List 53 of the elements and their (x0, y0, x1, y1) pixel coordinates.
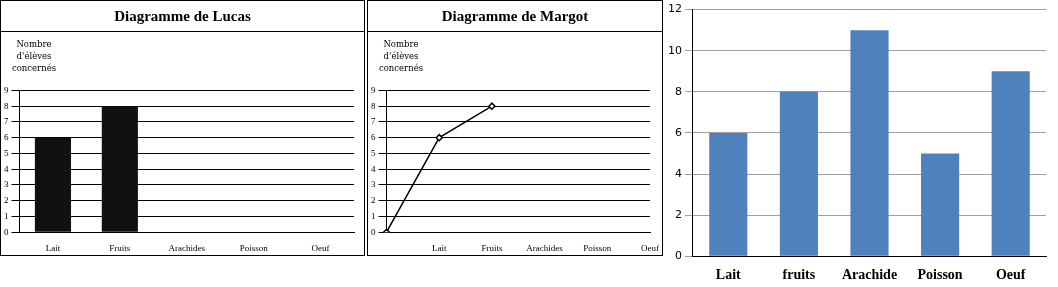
y-tick-label: 4 (675, 166, 682, 180)
y-axis-title: Nombre d'élèves concernés (377, 38, 425, 75)
x-tick-label: Lait (715, 267, 742, 283)
y-tick-label: 9 (4, 84, 9, 95)
y-tick-label: 0 (371, 226, 376, 237)
y-tick-label: 10 (668, 43, 682, 57)
y-tick-label: 3 (371, 179, 376, 190)
y-tick-label: 4 (371, 163, 376, 174)
y-tick-label: 2 (4, 195, 9, 206)
y-tick-label: 2 (371, 195, 376, 206)
x-tick-label: Arachides (526, 242, 564, 253)
bar (709, 132, 748, 256)
y-tick-label: 7 (371, 116, 376, 127)
y-tick-label: 8 (371, 100, 376, 111)
y-tick-label: 3 (4, 179, 9, 190)
y-tick-label: 5 (4, 147, 9, 158)
bar (779, 91, 818, 256)
y-tick-label: 8 (675, 84, 682, 98)
chart-title: Diagramme de Lucas (1, 1, 364, 32)
x-tick-label: Oeuf (641, 242, 659, 253)
point (488, 102, 496, 110)
x-tick-label: Poisson (583, 242, 612, 253)
y-tick-label: 6 (675, 125, 682, 139)
y-tick-label: 6 (4, 132, 9, 143)
y-tick-label: 0 (675, 249, 682, 263)
y-tick-label: 0 (4, 226, 9, 237)
bar (991, 71, 1030, 256)
x-tick-label: Lait (431, 242, 447, 253)
y-tick-label: 8 (4, 100, 9, 111)
x-tick-label: Oeuf (311, 242, 330, 253)
x-tick-label: Poisson (917, 267, 963, 283)
point (435, 133, 443, 142)
y-tick-label: 7 (4, 116, 9, 127)
x-tick-label: Oeuf (995, 267, 1026, 283)
y-tick-label: 12 (668, 2, 682, 16)
y-tick-label: 5 (371, 147, 376, 158)
x-tick-label: Poisson (239, 242, 269, 253)
y-tick-label: 1 (371, 210, 376, 221)
y-tick-label: 4 (4, 163, 9, 174)
y-tick-label: 6 (371, 132, 376, 143)
x-tick-label: Fruits (481, 242, 503, 253)
x-tick-label: Fruits (109, 242, 131, 253)
x-tick-label: Arachides (168, 242, 206, 253)
x-tick-label: Lait (45, 242, 61, 253)
bar (921, 153, 960, 256)
y-tick-label: 1 (4, 210, 9, 221)
y-tick-label: 2 (675, 207, 682, 221)
y-axis-title: Nombre d'élèves concernés (10, 38, 58, 75)
x-tick-label: fruits (782, 267, 816, 283)
x-tick-label: Arachide (841, 267, 898, 283)
chart-title: Diagramme de Margot (368, 1, 662, 32)
y-tick-label: 9 (371, 84, 376, 95)
bar (850, 30, 889, 256)
